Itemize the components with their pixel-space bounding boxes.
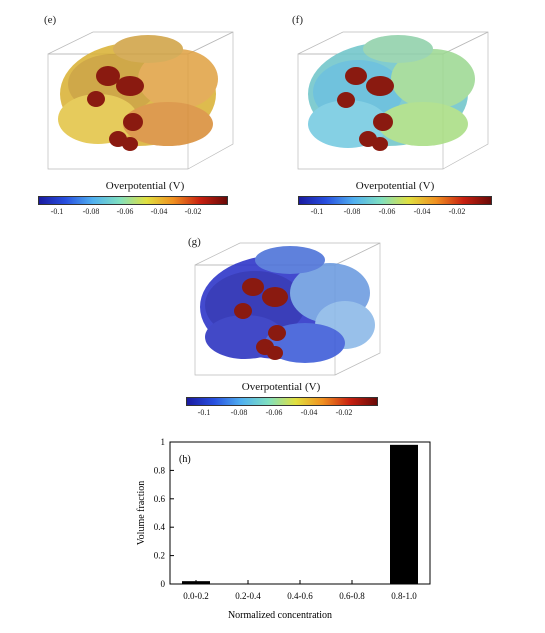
colorbar-tick-e-2: -0.08 — [82, 207, 100, 216]
volume-render-e — [47, 31, 234, 170]
colorbar-tick-e-3: -0.06 — [116, 207, 134, 216]
colorbar-tick-e-5: -0.02 — [184, 207, 202, 216]
colorbar-f — [298, 196, 492, 205]
colorbar-tick-g-5: -0.02 — [335, 408, 353, 417]
panel-label-f: (f) — [292, 14, 303, 26]
colorbar-title-e: Overpotential (V) — [105, 180, 185, 192]
y-tick-label-5: 1 — [161, 437, 166, 447]
bar-0.4-0.6 — [286, 583, 314, 585]
colorbar-title-g: Overpotential (V) — [241, 381, 321, 393]
colorbar-tick-f-4: -0.04 — [413, 207, 431, 216]
bar-0.6-0.8 — [338, 583, 366, 585]
x-tick-label-1: 0.2-0.4 — [235, 591, 261, 601]
colorbar-tick-e-1: -0.1 — [50, 207, 64, 216]
volume-render-f — [297, 31, 489, 170]
x-axis-label: Normalized concentration — [228, 610, 332, 621]
x-tick-label-2: 0.4-0.6 — [287, 591, 313, 601]
colorbar-tick-f-1: -0.1 — [310, 207, 324, 216]
panel-label-g: (g) — [188, 236, 201, 248]
colorbar-tick-f-3: -0.06 — [378, 207, 396, 216]
colorbar-tick-g-3: -0.06 — [265, 408, 283, 417]
y-tick-label-0: 0 — [161, 579, 166, 589]
colorbar-title-f: Overpotential (V) — [355, 180, 435, 192]
panel-label-h: (h) — [179, 454, 191, 465]
bar-0.8-1.0 — [390, 444, 418, 584]
bar-chart-h: (h) 0 0.2 0.4 0.6 0.8 1 0.0-0.2 0.2-0.4 0.4-0.6… — [136, 437, 431, 621]
bar-0.2-0.4 — [234, 583, 262, 585]
bars — [182, 444, 418, 585]
colorbar-tick-g-1: -0.1 — [197, 408, 211, 417]
x-tick-label-3: 0.6-0.8 — [339, 591, 365, 601]
y-tick-label-1: 0.2 — [154, 551, 165, 561]
panel-label-e: (e) — [44, 14, 57, 26]
colorbar-tick-g-4: -0.04 — [300, 408, 318, 417]
y-tick-label-2: 0.4 — [154, 522, 166, 532]
x-tick-label-0: 0.0-0.2 — [183, 591, 209, 601]
colorbar-g — [186, 397, 378, 406]
volume-render-g — [194, 242, 381, 376]
y-tick-label-4: 0.8 — [154, 465, 166, 475]
y-axis-label: Volume fraction — [136, 481, 147, 546]
y-axis: 0 0.2 0.4 0.6 0.8 1 — [154, 437, 174, 589]
colorbar-tick-e-4: -0.04 — [150, 207, 168, 216]
colorbar-tick-f-2: -0.08 — [343, 207, 361, 216]
x-tick-label-4: 0.8-1.0 — [391, 591, 417, 601]
colorbar-tick-f-5: -0.02 — [448, 207, 466, 216]
x-axis: 0.0-0.2 0.2-0.4 0.4-0.6 0.6-0.8 0.8-1.0 — [183, 580, 417, 601]
y-tick-label-3: 0.6 — [154, 494, 166, 504]
colorbar-tick-g-2: -0.08 — [230, 408, 248, 417]
colorbar-e — [38, 196, 228, 205]
